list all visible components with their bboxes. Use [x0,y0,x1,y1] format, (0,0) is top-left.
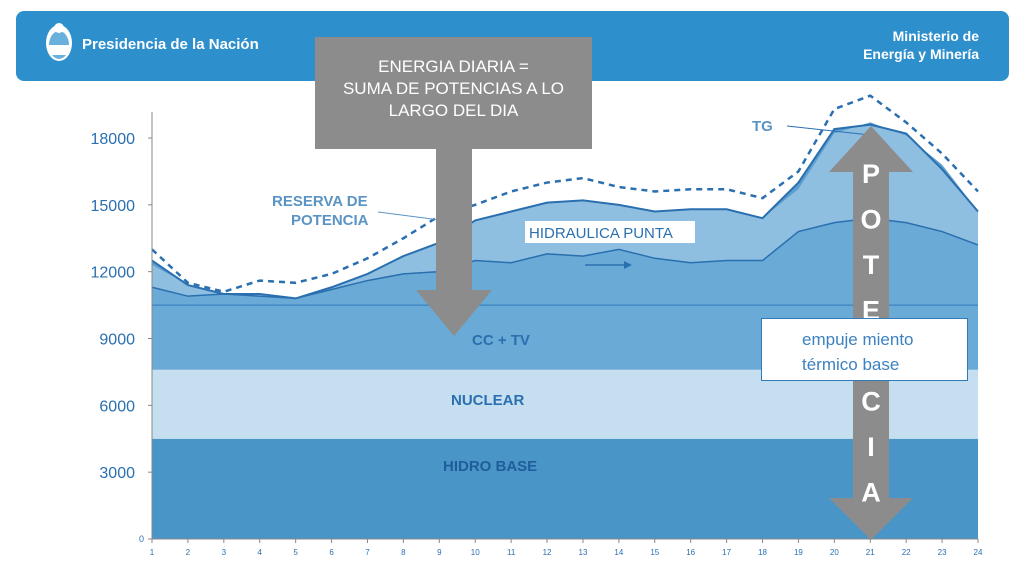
y-tick-label: 15000 [91,198,136,215]
x-tick-label: 23 [938,548,947,557]
tg-label: TG [752,118,773,135]
x-tick-label: 15 [650,548,659,557]
potencia-letter: I [867,432,875,462]
y-tick-label: 3000 [99,465,135,482]
argentina-emblem-icon [46,23,72,61]
x-tick-label: 2 [186,548,191,557]
x-tick-label: 10 [471,548,480,557]
callout-line2: SUMA DE POTENCIAS A LO [342,79,565,98]
area-hidro-base [152,438,978,539]
x-tick-label: 1 [150,548,155,557]
potencia-letter: T [863,250,880,280]
ministerio-line2: Energía y Minería [863,46,979,62]
hidro-base-label: HIDRO BASE [443,458,537,475]
x-tick-label: 21 [866,548,875,557]
y-tick-label: 12000 [91,265,136,282]
x-tick-label: 17 [722,548,731,557]
x-tick-label: 4 [258,548,263,557]
empuje-line2: térmico base [802,355,900,374]
y-tick-label: 18000 [91,131,136,148]
potencia-letter: A [861,478,881,508]
y-tick-label: 6000 [99,398,135,415]
empuje-termico-box: empuje miento térmico base [761,318,968,381]
empuje-line1: empuje miento [802,330,914,349]
x-tick-label: 19 [794,548,803,557]
presidencia-title: Presidencia de la Nación [82,36,259,53]
cctv-label: CC + TV [472,332,530,349]
potencia-letter: O [860,205,881,235]
x-tick-label: 22 [902,548,911,557]
x-tick-label: 11 [507,548,516,557]
y-tick-label: 9000 [99,332,135,349]
callout-line3: LARGO DEL DIA [388,101,519,120]
area-nuclear [152,369,978,439]
potencia-letter: C [861,387,881,417]
reserva-dashed-line [151,94,979,294]
y-tick-label: 0 [139,534,144,544]
tg-pointer [786,125,871,136]
x-tick-label: 6 [329,548,334,557]
callout-line1: ENERGIA DIARIA = [378,57,529,76]
reserva-label-1: RESERVA DE [272,193,368,210]
x-tick-label: 8 [401,548,406,557]
energia-diaria-callout: ENERGIA DIARIA = SUMA DE POTENCIAS A LO … [315,37,592,149]
x-tick-label: 13 [579,548,588,557]
hidraulica-arrow-head [624,261,632,269]
down-arrow [416,148,492,336]
reserva-pointer [377,211,441,221]
hidraulica-punta-label: HIDRAULICA PUNTA [529,225,673,242]
x-tick-label: 7 [365,548,370,557]
potencia-letter: P [862,159,880,189]
nuclear-label: NUCLEAR [451,392,524,409]
reserva-label-2: POTENCIA [291,212,369,229]
ministerio-title: Ministerio de Energía y Minería [863,27,979,63]
x-tick-label: 9 [437,548,442,557]
x-tick-label: 20 [830,548,839,557]
x-tick-label: 16 [686,548,695,557]
x-tick-label: 24 [974,548,983,557]
x-tick-label: 14 [614,548,623,557]
hidraulica-punta-box [525,221,695,243]
demand-top-line [151,123,979,300]
ministerio-line1: Ministerio de [892,28,979,44]
x-tick-label: 3 [222,548,227,557]
x-tick-label: 12 [543,548,552,557]
area-hidraulica-punta [152,122,978,299]
x-tick-label: 5 [293,548,298,557]
x-tick-label: 18 [758,548,767,557]
